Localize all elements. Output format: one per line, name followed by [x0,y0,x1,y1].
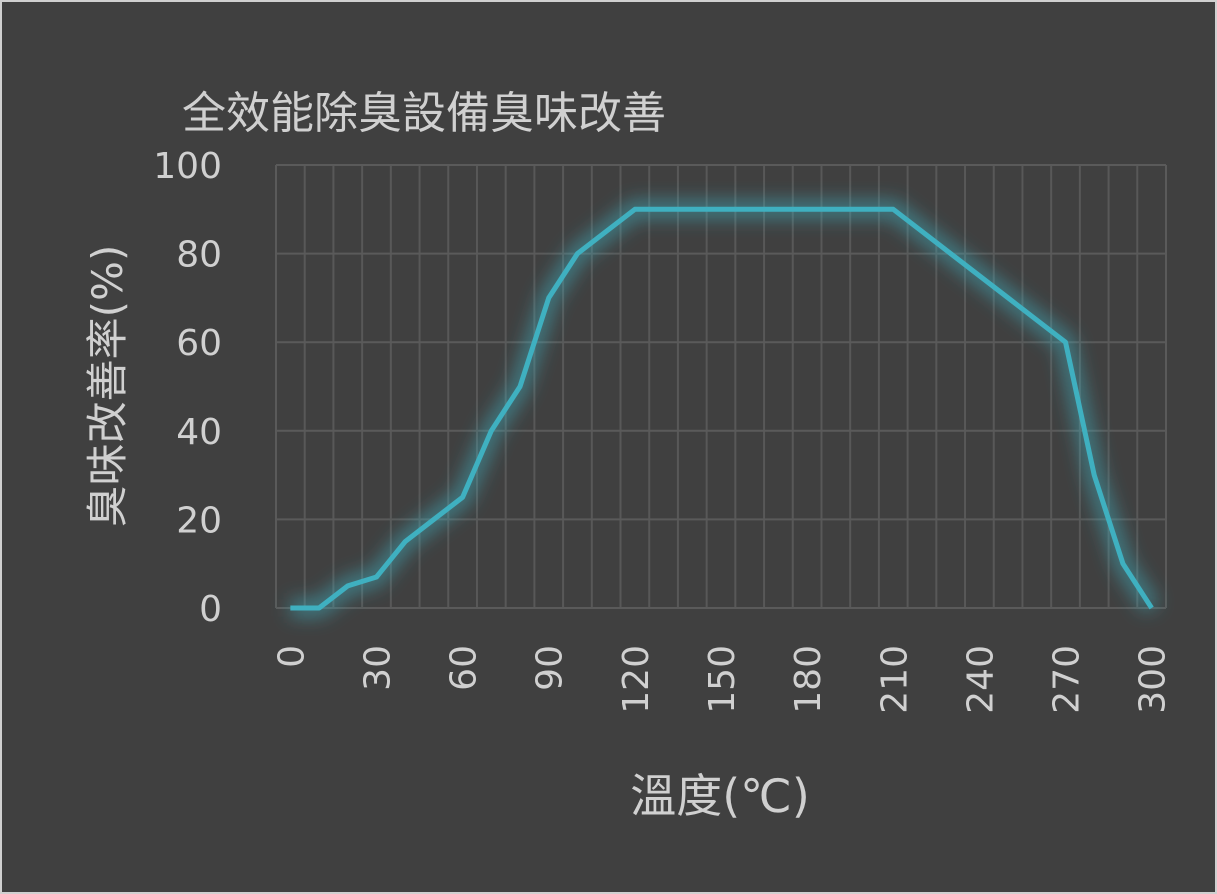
y-tick-label: 80 [176,235,222,276]
y-tick-label: 0 [199,589,222,630]
x-tick-label: 60 [444,645,485,691]
y-tick-label: 60 [176,323,222,364]
x-tick-label: 210 [874,645,915,714]
x-tick-label: 90 [530,645,571,691]
x-tick-label: 270 [1047,645,1088,714]
x-tick-label: 150 [702,645,743,714]
x-axis-label: 溫度(℃) [630,769,810,823]
y-tick-label: 100 [153,146,222,187]
chart-title: 全效能除臭設備臭味改善 [182,88,666,139]
x-tick-label: 300 [1133,645,1174,714]
line [290,206,1154,611]
x-tick-label: 120 [616,645,657,714]
x-tick-label: 30 [357,645,398,691]
y-axis-label: 臭味改善率(%) [83,245,132,528]
x-tick-label: 0 [271,645,312,668]
x-tick-label: 240 [960,645,1001,714]
y-tick-label: 20 [176,500,222,541]
x-tick-label: 180 [788,645,829,714]
y-tick-label: 40 [176,412,222,453]
